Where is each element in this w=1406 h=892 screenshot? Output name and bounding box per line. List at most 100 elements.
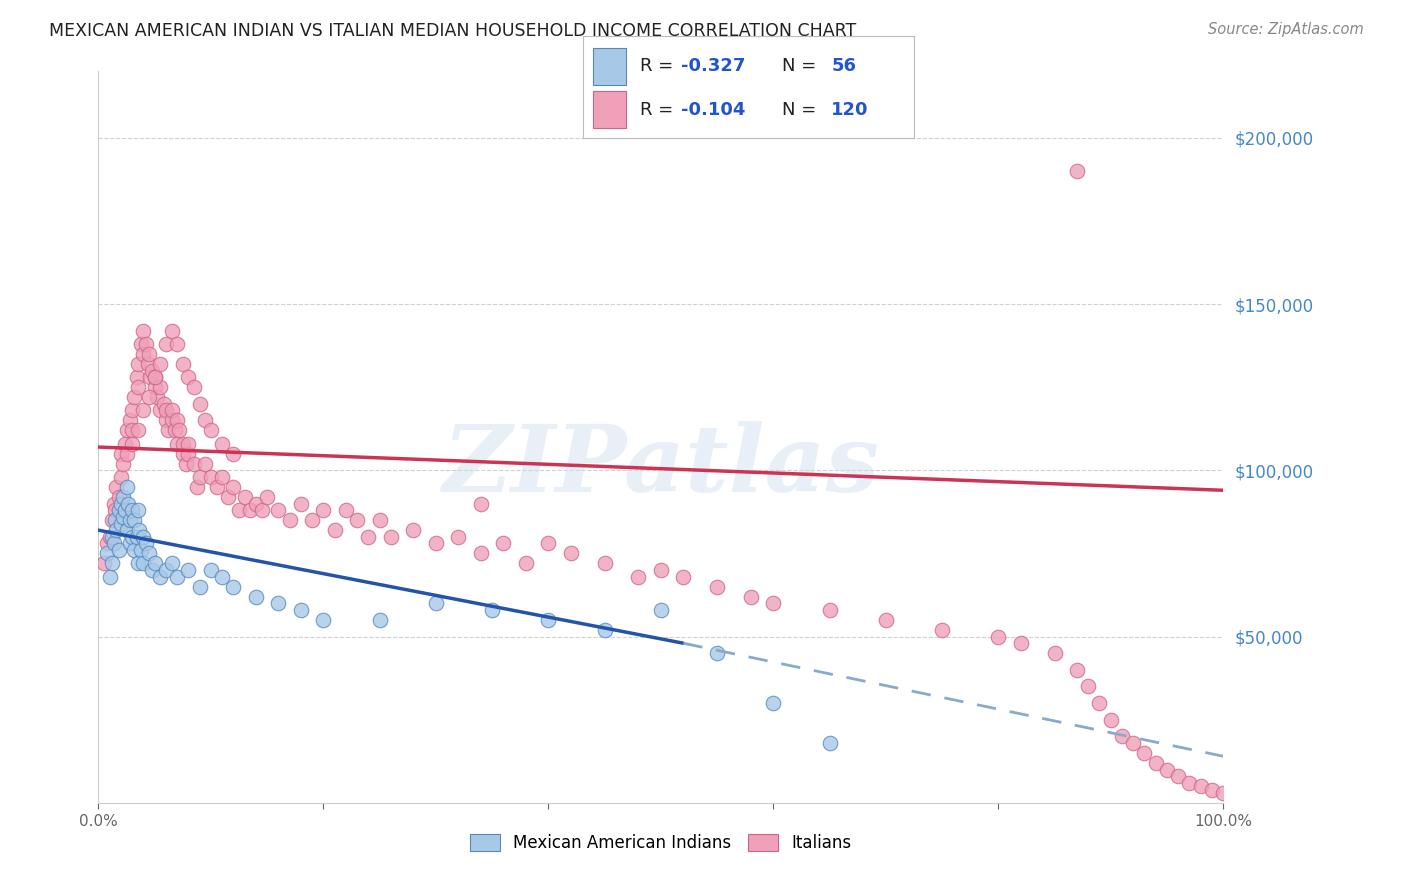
Point bbox=[627, 570, 650, 584]
Text: 120: 120 bbox=[831, 101, 869, 119]
Point bbox=[127, 357, 149, 371]
Point bbox=[194, 413, 217, 427]
Point bbox=[129, 337, 152, 351]
Point bbox=[166, 570, 188, 584]
Point bbox=[155, 337, 177, 351]
Point bbox=[160, 403, 183, 417]
Point bbox=[121, 403, 143, 417]
Point bbox=[706, 580, 728, 594]
Point bbox=[245, 497, 267, 511]
Point bbox=[706, 646, 728, 660]
Point bbox=[127, 503, 149, 517]
Point bbox=[132, 557, 155, 571]
Point bbox=[166, 436, 188, 450]
Point bbox=[593, 623, 616, 637]
Point bbox=[118, 413, 141, 427]
Point bbox=[118, 513, 141, 527]
Point bbox=[1178, 776, 1201, 790]
Point bbox=[149, 403, 172, 417]
Point bbox=[101, 530, 124, 544]
Point bbox=[368, 513, 391, 527]
Point bbox=[1088, 696, 1111, 710]
Point bbox=[1077, 680, 1099, 694]
Point bbox=[188, 470, 211, 484]
Point bbox=[470, 497, 492, 511]
Point bbox=[335, 503, 357, 517]
Point bbox=[138, 347, 160, 361]
Point bbox=[121, 503, 143, 517]
Point bbox=[537, 613, 560, 627]
Point bbox=[117, 497, 139, 511]
Point bbox=[146, 390, 169, 404]
Point bbox=[132, 403, 155, 417]
Point bbox=[368, 613, 391, 627]
Point bbox=[1099, 713, 1122, 727]
Point bbox=[98, 530, 121, 544]
Point bbox=[211, 436, 233, 450]
Point bbox=[143, 380, 166, 394]
Point bbox=[1122, 736, 1144, 750]
Point bbox=[380, 530, 402, 544]
Point bbox=[323, 523, 346, 537]
Point bbox=[101, 513, 124, 527]
Point bbox=[537, 536, 560, 550]
Point bbox=[129, 543, 152, 558]
Point bbox=[650, 563, 672, 577]
Point bbox=[290, 497, 312, 511]
Point bbox=[470, 546, 492, 560]
Point bbox=[740, 590, 762, 604]
Text: Source: ZipAtlas.com: Source: ZipAtlas.com bbox=[1208, 22, 1364, 37]
Point bbox=[177, 436, 200, 450]
Point bbox=[172, 447, 194, 461]
Point bbox=[110, 516, 132, 531]
Text: N =: N = bbox=[782, 57, 821, 76]
Point bbox=[211, 570, 233, 584]
Point bbox=[346, 513, 368, 527]
Point bbox=[121, 436, 143, 450]
Point bbox=[157, 424, 180, 438]
Point bbox=[177, 563, 200, 577]
Point bbox=[152, 397, 174, 411]
Point bbox=[110, 447, 132, 461]
Point bbox=[250, 503, 273, 517]
Point bbox=[267, 596, 290, 610]
Point bbox=[205, 480, 228, 494]
Point bbox=[163, 424, 186, 438]
Point bbox=[245, 590, 267, 604]
Point bbox=[447, 530, 470, 544]
Point bbox=[267, 503, 290, 517]
Point bbox=[149, 570, 172, 584]
Point bbox=[1066, 164, 1088, 178]
Point bbox=[114, 436, 136, 450]
Point bbox=[141, 363, 163, 377]
Point bbox=[127, 557, 149, 571]
Point bbox=[112, 490, 135, 504]
Point bbox=[200, 563, 222, 577]
Point bbox=[155, 413, 177, 427]
Point bbox=[160, 557, 183, 571]
Point bbox=[1212, 786, 1234, 800]
Point bbox=[515, 557, 537, 571]
Point bbox=[200, 424, 222, 438]
Point bbox=[115, 424, 138, 438]
Point bbox=[127, 424, 149, 438]
Point bbox=[136, 357, 159, 371]
Point bbox=[124, 543, 146, 558]
Point bbox=[149, 380, 172, 394]
Point bbox=[217, 490, 239, 504]
Point bbox=[177, 370, 200, 384]
Point bbox=[256, 490, 278, 504]
Point bbox=[1111, 729, 1133, 743]
Point bbox=[110, 497, 132, 511]
Point bbox=[107, 503, 129, 517]
Point bbox=[278, 513, 301, 527]
Point bbox=[1133, 746, 1156, 760]
Point bbox=[301, 513, 323, 527]
Point bbox=[104, 513, 127, 527]
Point bbox=[115, 523, 138, 537]
Point bbox=[98, 570, 121, 584]
Point bbox=[1043, 646, 1066, 660]
Point bbox=[987, 630, 1010, 644]
Point bbox=[1144, 756, 1167, 770]
Point bbox=[194, 457, 217, 471]
